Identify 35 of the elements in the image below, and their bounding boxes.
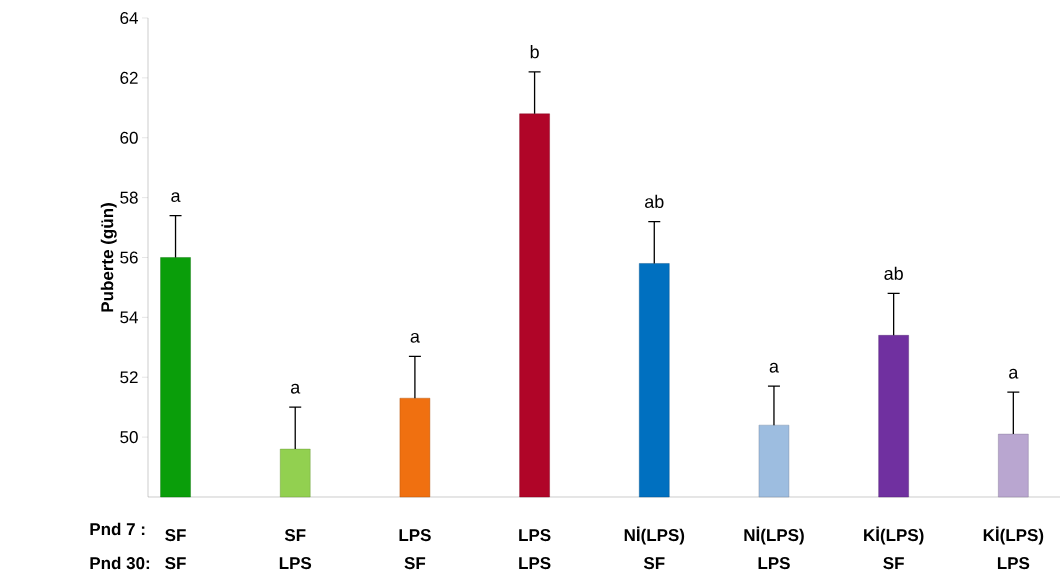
text: SF (404, 557, 426, 570)
y-tick-label: 52 (120, 371, 138, 384)
text: Pnd 7 : (90, 522, 145, 536)
x-tick-label: Nİ(LPS) (624, 526, 685, 545)
x-tick-label: Kİ(LPS) (983, 526, 1044, 545)
x-tick-label: SF (284, 529, 306, 542)
x-tick-label: SF (165, 529, 186, 542)
y-tick-label: 50 (120, 431, 138, 444)
data-label: a (1009, 368, 1019, 379)
x-tick-label: Nİ(LPS) (744, 526, 804, 545)
text: LPS (279, 557, 312, 570)
data-label: ab (884, 266, 903, 280)
x-tick-label: LPS (519, 529, 551, 542)
text: SF (883, 557, 904, 570)
text: LPS (519, 557, 551, 570)
data-label: a (171, 192, 181, 203)
text: LPS (758, 557, 790, 570)
y-tick-label: 64 (120, 11, 138, 25)
data-label: a (769, 362, 779, 373)
x-tick-label: LPS (399, 529, 431, 542)
y-axis-title: Puberte (gün) (100, 203, 117, 312)
data-label: a (410, 332, 420, 343)
text: SF (643, 557, 665, 570)
y-tick-label: 60 (120, 131, 138, 144)
data-label: b (530, 45, 539, 59)
text: LPS (997, 557, 1030, 570)
text: SF (165, 557, 186, 570)
text: Pnd 30: (90, 556, 150, 570)
y-tick-label: 58 (120, 191, 138, 204)
y-tick-label: 62 (120, 71, 138, 84)
data-label: ab (645, 194, 664, 209)
y-tick-label: 54 (120, 311, 138, 324)
y-tick-label: 56 (120, 251, 138, 264)
data-label: a (290, 383, 301, 394)
x-tick-label: Kİ(LPS) (864, 526, 924, 545)
